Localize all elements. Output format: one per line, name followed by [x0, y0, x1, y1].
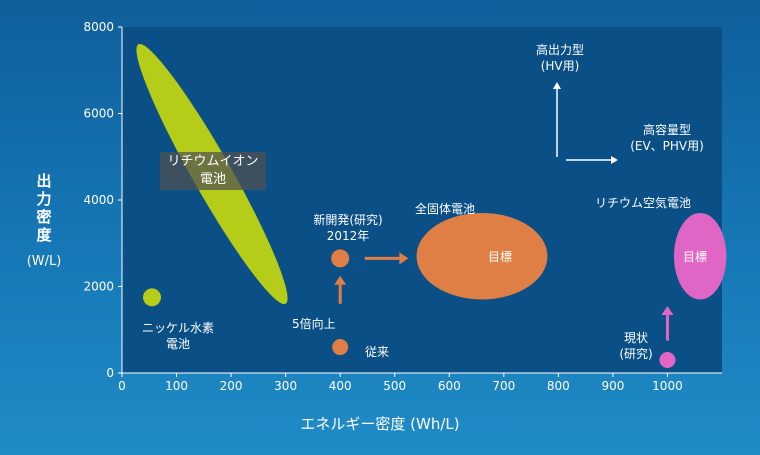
- current-label-line2: (研究): [619, 347, 653, 361]
- new-dev-point: [331, 249, 350, 268]
- x-tick-label: 0: [118, 379, 126, 393]
- x-axis-label: エネルギー密度 (Wh/L): [300, 415, 460, 433]
- solid-state-label: 全固体電池: [414, 202, 475, 216]
- y-tick-label: 8000: [83, 20, 114, 34]
- y-axis-label: 出力密度 (W/L): [22, 172, 66, 269]
- nimh-point: [143, 288, 161, 307]
- conventional-label: 従来: [365, 345, 390, 359]
- lithium-ion-label: リチウムイオン 電池: [160, 152, 266, 190]
- y-tick-label: 2000: [83, 280, 114, 294]
- solid-state-target-region: [416, 212, 548, 300]
- nimh-label: ニッケル水素 電池: [128, 320, 228, 352]
- high-power-legend-arrow-head: [553, 82, 561, 89]
- x-tick-label: 100: [165, 379, 188, 393]
- current-to-target-arrow-head: [661, 305, 674, 315]
- current-point: [659, 352, 676, 369]
- improvement-arrow-head: [334, 275, 347, 285]
- y-axis-unit: (W/L): [26, 254, 62, 269]
- x-tick-label: 400: [329, 379, 352, 393]
- current-label: 現状 (研究): [606, 330, 666, 362]
- new-dev-to-target-arrow-head: [399, 252, 409, 265]
- high-capacity-legend-arrow-head: [611, 156, 618, 164]
- current-label-line1: 現状: [623, 331, 648, 345]
- high-power-legend: 高出力型 (HV用): [520, 42, 600, 74]
- lithium-air-label: リチウム空気電池: [594, 196, 691, 210]
- new-dev-label-line1: 新開発(研究): [313, 213, 383, 227]
- lithium-ion-label-line2: 電池: [199, 172, 226, 187]
- y-axis-title: 出力密度: [36, 172, 52, 244]
- improvement-label: 5倍向上: [292, 317, 336, 331]
- improvement-arrow: [334, 275, 347, 304]
- y-tick-label: 4000: [83, 193, 114, 207]
- lithium-air-target-region: [674, 212, 727, 300]
- high-capacity-legend-line2: (EV、PHV用): [630, 139, 704, 153]
- x-tick-label: 800: [547, 379, 570, 393]
- x-tick-label: 600: [438, 379, 461, 393]
- nimh-label-line1: ニッケル水素: [141, 321, 214, 335]
- x-tick-label: 1000: [652, 379, 683, 393]
- high-power-legend-line2: (HV用): [540, 59, 580, 73]
- x-tick-label: 900: [601, 379, 624, 393]
- high-capacity-legend-line1: 高容量型: [642, 123, 691, 137]
- x-tick-label: 200: [220, 379, 243, 393]
- y-tick-label: 0: [106, 366, 114, 380]
- y-tick-label: 6000: [83, 107, 114, 121]
- x-tick-label: 500: [383, 379, 406, 393]
- x-tick-label: 700: [492, 379, 515, 393]
- high-capacity-legend: 高容量型 (EV、PHV用): [612, 122, 722, 154]
- new-dev-to-target-arrow: [364, 252, 409, 265]
- current-to-target-arrow: [661, 305, 674, 341]
- solid-state-target-text: 目標: [487, 250, 512, 264]
- new-dev-label: 新開発(研究) 2012年: [298, 212, 398, 244]
- high-power-legend-arrow: [553, 82, 561, 157]
- lithium-ion-label-line1: リチウムイオン: [167, 154, 259, 169]
- nimh-label-line2: 電池: [165, 337, 190, 351]
- conventional-point: [332, 339, 349, 356]
- lithium-air-target-text: 目標: [682, 250, 707, 264]
- x-tick-label: 300: [274, 379, 297, 393]
- new-dev-label-line2: 2012年: [326, 229, 370, 243]
- high-capacity-legend-arrow: [566, 156, 618, 164]
- high-power-legend-line1: 高出力型: [535, 43, 584, 57]
